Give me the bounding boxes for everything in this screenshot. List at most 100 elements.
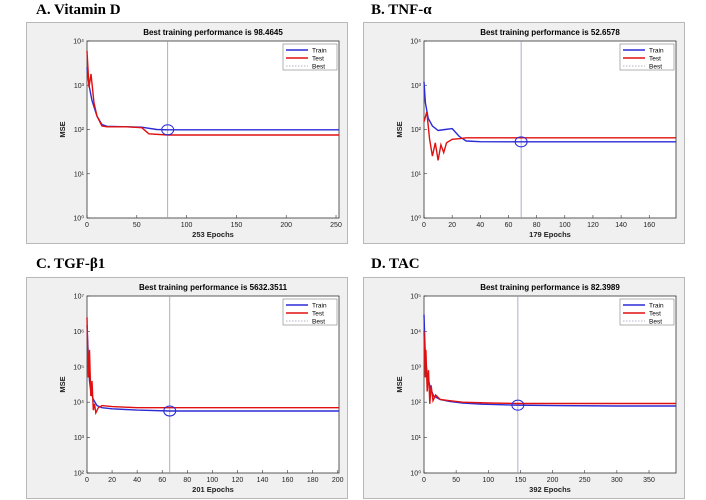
y-tick-label: 10⁰ (410, 215, 421, 223)
x-tick-label: 350 (643, 477, 655, 484)
y-tick-label: 10⁴ (73, 39, 84, 46)
panel-label: C. TGF-β1 (36, 256, 106, 272)
x-tick-label: 50 (133, 222, 141, 229)
x-tick-label: 150 (515, 477, 527, 484)
x-tick-label: 80 (533, 222, 541, 229)
series-line-test (423, 331, 676, 405)
x-tick-label: 200 (547, 477, 559, 484)
x-tick-label: 0 (422, 477, 426, 484)
x-tick-label: 0 (422, 222, 426, 229)
x-tick-label: 100 (207, 477, 219, 484)
y-tick-label: 10⁵ (73, 364, 84, 371)
best-marker (163, 405, 177, 417)
series-line-train (423, 81, 676, 143)
chart-svg: Best training performance is 5632.3511 0 2… (58, 283, 344, 494)
best-marker (161, 124, 175, 136)
legend-label: Test (649, 55, 661, 62)
y-tick-label: 10⁴ (410, 329, 421, 336)
x-tick-label: 160 (643, 222, 655, 229)
x-tick-label: 80 (183, 477, 191, 484)
x-axis-label: 392 Epochs (529, 485, 571, 494)
y-tick-label: 10³ (74, 83, 85, 90)
y-tick-label: 10⁰ (410, 470, 421, 478)
chart-title: Best training performance is 82.3989 (480, 283, 620, 292)
x-tick-label: 40 (133, 477, 141, 484)
y-tick-label: 10⁶ (73, 329, 84, 336)
figure-window: Best training performance is 5632.3511 0 2… (26, 277, 348, 499)
x-tick-label: 150 (231, 222, 243, 229)
x-tick-label: 120 (232, 477, 244, 484)
y-tick-label: 10¹ (411, 171, 422, 178)
x-tick-label: 20 (108, 477, 116, 484)
x-tick-label: 250 (579, 477, 591, 484)
series-line-test (86, 50, 339, 136)
series-line-train (86, 325, 339, 412)
y-tick-label: 10³ (411, 83, 422, 90)
x-axis-label: 253 Epochs (192, 230, 234, 239)
legend-label: Train (649, 302, 664, 309)
legend-label: Train (312, 302, 327, 309)
y-tick-label: 10⁰ (73, 215, 84, 223)
x-tick-label: 40 (476, 222, 484, 229)
series-line-test (423, 111, 676, 161)
y-tick-label: 10⁵ (410, 294, 421, 301)
x-tick-label: 300 (611, 477, 623, 484)
panel-vitamin-d: A. Vitamin D Best training performance i… (0, 0, 353, 248)
x-tick-label: 250 (330, 222, 342, 229)
x-tick-label: 100 (559, 222, 571, 229)
x-tick-label: 200 (280, 222, 292, 229)
panel-tac: D. TAC Best training performance is 82.3… (353, 251, 706, 499)
figure-window: Best training performance is 98.4645 0 50 1… (26, 22, 348, 244)
chart-title: Best training performance is 52.6578 (480, 28, 620, 37)
y-axis-label: MSE (58, 376, 67, 392)
chart-title: Best training performance is 98.4645 (143, 28, 283, 37)
x-tick-label: 140 (615, 222, 627, 229)
y-axis-label: MSE (395, 376, 404, 392)
x-tick-label: 200 (332, 477, 344, 484)
legend-label: Train (649, 47, 664, 54)
y-tick-label: 10¹ (74, 171, 85, 178)
panel-label: A. Vitamin D (36, 2, 121, 18)
y-axis-label: MSE (58, 121, 67, 137)
legend-label: Train (312, 47, 327, 54)
x-tick-label: 140 (257, 477, 269, 484)
panel-tgf-beta1: C. TGF-β1 Best training performance is 5… (0, 251, 353, 499)
chart-svg: Best training performance is 98.4645 0 50 1… (58, 28, 342, 239)
y-tick-label: 10⁷ (74, 294, 85, 301)
legend-label: Best (649, 63, 662, 70)
x-axis-label: 179 Epochs (529, 230, 571, 239)
y-tick-label: 10² (74, 127, 85, 134)
x-tick-label: 60 (158, 477, 166, 484)
legend-box (619, 43, 675, 71)
figure-window: Best training performance is 82.3989 0 50 1… (363, 277, 685, 499)
legend-box (282, 43, 338, 71)
legend-label: Best (649, 318, 662, 325)
figure-window: Best training performance is 52.6578 0 20 4… (363, 22, 685, 244)
legend-label: Test (649, 310, 661, 317)
legend-label: Best (312, 318, 325, 325)
x-tick-label: 60 (505, 222, 513, 229)
panel-label: B. TNF-α (371, 2, 432, 18)
x-tick-label: 50 (452, 477, 460, 484)
legend-box (619, 298, 675, 326)
panel-label: D. TAC (371, 256, 420, 272)
chart-svg: Best training performance is 52.6578 0 20 4… (395, 28, 677, 239)
x-tick-label: 160 (282, 477, 294, 484)
panel-tnf-alpha: B. TNF-α Best training performance is 52… (353, 0, 706, 248)
plot-area (423, 295, 677, 474)
y-axis-label: MSE (395, 121, 404, 137)
y-tick-label: 10³ (411, 364, 422, 371)
series-line-test (86, 317, 339, 416)
x-tick-label: 100 (482, 477, 494, 484)
best-marker (511, 399, 525, 411)
y-tick-label: 10⁴ (73, 400, 84, 407)
legend-label: Test (312, 55, 324, 62)
legend-label: Test (312, 310, 324, 317)
plot-area (86, 295, 340, 474)
x-tick-label: 0 (85, 477, 89, 484)
legend-label: Best (312, 63, 325, 70)
plot-area (423, 40, 677, 219)
y-tick-label: 10⁴ (410, 39, 421, 46)
y-tick-label: 10² (74, 471, 85, 478)
y-tick-label: 10¹ (411, 435, 422, 442)
